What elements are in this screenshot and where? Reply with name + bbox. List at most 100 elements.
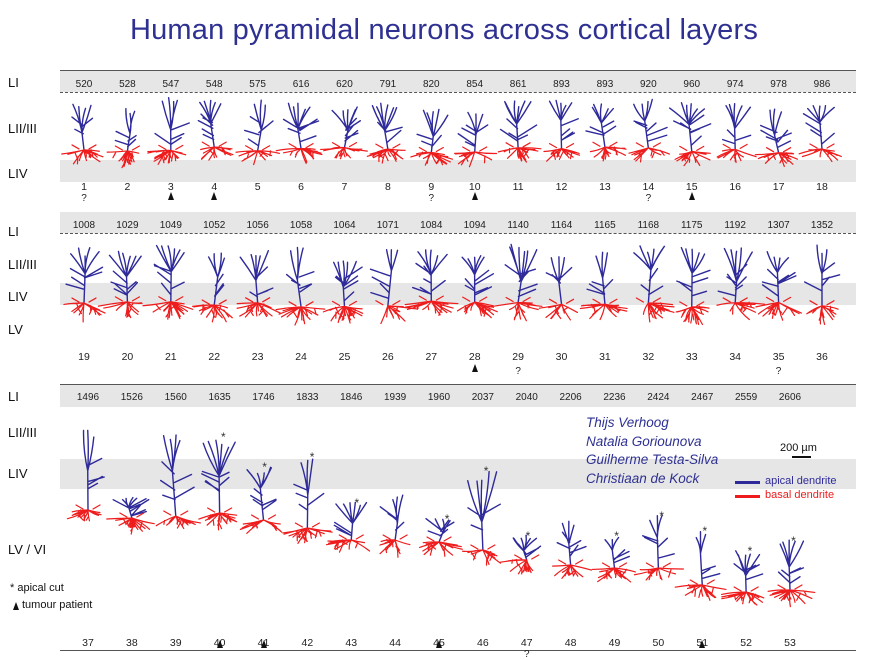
basal-dendrite <box>191 299 233 323</box>
layer-label-liv-row2: LIV <box>8 289 28 304</box>
basal-dendrite <box>754 147 799 167</box>
apical-dendrite <box>331 106 362 149</box>
layer-label-liv-row3: LIV <box>8 466 28 481</box>
apical-dendrite <box>642 514 675 569</box>
depth-label: 1052 <box>203 220 226 231</box>
layer-label-lv-vi-row3: LV / VI <box>8 542 47 557</box>
neuron-number: 26 <box>382 351 394 363</box>
apical-dendrite <box>411 249 448 302</box>
apical-dendrite <box>154 96 190 152</box>
neuron-number: 7 <box>341 181 348 193</box>
scale-bar-label: 200 µm <box>780 442 817 454</box>
author-list: Thijs Verhoog Natalia Goriounova Guilher… <box>586 414 718 488</box>
neuron-29 <box>488 243 543 322</box>
neuron-number: 23 <box>251 351 264 363</box>
apical-cut-marker: * <box>614 529 619 543</box>
legend-apical-swatch <box>735 481 760 484</box>
apical-dendrite <box>153 244 185 303</box>
basal-dendrite <box>461 544 502 566</box>
tumour-arrow-icon <box>436 640 442 648</box>
depth-label: 1056 <box>246 220 269 231</box>
scale-bar <box>792 456 811 458</box>
basal-dendrite <box>674 145 711 167</box>
apical-dendrite <box>333 501 368 541</box>
apical-dendrite <box>282 102 320 150</box>
neuron-number: 2 <box>124 181 131 193</box>
apical-cut-marker: * <box>355 496 360 510</box>
apical-dendrite <box>633 98 668 149</box>
depth-label: 978 <box>770 79 787 90</box>
basal-dendrite <box>239 514 283 534</box>
neuron-number: 21 <box>164 351 177 363</box>
basal-dendrite <box>404 295 459 316</box>
apical-dendrite <box>369 249 399 307</box>
apical-dendrite <box>457 111 489 153</box>
neuron-number: 50 <box>652 637 665 649</box>
basal-dendrite <box>806 300 839 326</box>
uncertain-marker: ? <box>515 366 521 377</box>
basal-dendrite <box>63 297 106 323</box>
neuron-49: * <box>591 529 636 583</box>
apical-cut-marker: * <box>526 529 531 543</box>
depth-label: 1746 <box>252 392 275 403</box>
apical-cut-marker: * <box>702 524 707 538</box>
neuron-number: 49 <box>608 637 621 649</box>
basal-dendrite <box>628 142 671 163</box>
depth-label: 1352 <box>810 220 834 231</box>
basal-dendrite <box>97 296 143 319</box>
neuron-50: * <box>633 509 684 581</box>
neuron-52: * <box>720 544 765 606</box>
apical-dendrite <box>604 536 631 569</box>
neuron-number: 52 <box>740 637 752 649</box>
neuron-43: * <box>325 496 371 553</box>
depth-label: 1140 <box>507 220 529 231</box>
apical-dendrite <box>114 107 137 152</box>
depth-label: 620 <box>336 79 353 90</box>
neuron-number: 14 <box>642 181 655 193</box>
neuron-13 <box>585 103 627 162</box>
apical-dendrite <box>379 494 405 541</box>
depth-label: 2606 <box>778 392 802 403</box>
depth-label: 893 <box>596 79 614 90</box>
basal-dendrite <box>379 534 411 558</box>
depth-label: 1307 <box>767 220 790 231</box>
apical-dendrite <box>802 105 835 150</box>
basal-dendrite <box>322 300 364 324</box>
neuron-number: 10 <box>468 181 481 193</box>
apical-dendrite <box>717 247 753 304</box>
basal-dendrite <box>798 143 842 163</box>
footnote-tumour-patient: tumour patient <box>22 599 93 611</box>
author-name: Thijs Verhoog <box>586 415 669 430</box>
neuron-number: 19 <box>78 351 90 363</box>
apical-dendrite <box>332 260 363 308</box>
neuron-5 <box>235 99 280 166</box>
neuron-6 <box>275 102 323 164</box>
neuron-number: 18 <box>816 181 828 193</box>
tumour-arrow-icon <box>688 192 695 200</box>
neuron-number: 44 <box>389 637 401 649</box>
apical-dendrite <box>722 102 752 151</box>
apical-dendrite <box>112 496 150 519</box>
basal-dendrite <box>200 141 234 161</box>
depth-label: 1939 <box>384 392 407 403</box>
layer-band-liv-row1 <box>60 160 856 182</box>
neuron-11 <box>497 100 542 163</box>
apical-dendrite <box>159 434 195 517</box>
apical-dendrite <box>695 531 721 586</box>
depth-label: 974 <box>726 79 744 90</box>
depth-label: 2559 <box>735 392 758 403</box>
neuron-14 <box>628 98 671 163</box>
uncertain-marker: ? <box>523 649 530 660</box>
depth-label: 820 <box>422 79 440 90</box>
layer-label-lii-iii-row1: LII/III <box>8 121 37 136</box>
apical-dendrite <box>285 246 315 308</box>
apical-dendrite <box>548 99 579 150</box>
neuron-39 <box>155 434 202 530</box>
basal-dendrite <box>106 512 155 535</box>
depth-label: 2467 <box>691 392 714 403</box>
apical-dendrite <box>461 255 495 303</box>
apical-cut-marker: * <box>310 450 315 464</box>
neuron-31 <box>579 251 628 321</box>
layer-band-liv-row3 <box>60 459 856 489</box>
tumour-arrow-icon <box>211 192 218 200</box>
